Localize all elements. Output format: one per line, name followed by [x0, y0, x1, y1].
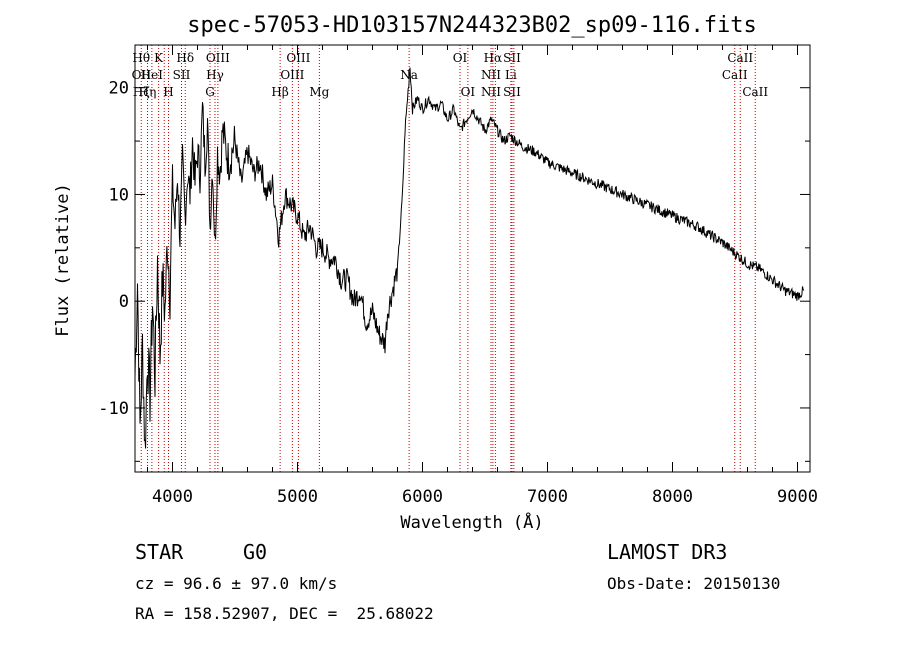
plot-frame	[134, 44, 811, 473]
obs-date-text: Obs-Date: 20150130	[607, 574, 781, 593]
line-marker-label: OI	[461, 85, 476, 99]
y-tick-label: 0	[119, 292, 129, 312]
line-marker-label: CaII	[742, 85, 768, 99]
line-marker-label: Hζ	[133, 85, 150, 99]
axis-ticks: 4000 5000 6000 7000 8000 9000 -10 0 10 20	[98, 45, 818, 507]
x-tick-label: 6000	[402, 487, 443, 507]
line-marker-label: OI	[453, 51, 468, 65]
line-marker-label: CaII	[722, 68, 748, 82]
x-tick-label: 4000	[152, 487, 193, 507]
line-marker-label: NII	[481, 68, 501, 82]
line-marker-label: OII	[132, 68, 152, 82]
x-axis-label: Wavelength (Å)	[400, 511, 543, 533]
line-marker-label: SII	[503, 51, 521, 65]
x-tick-label: 9000	[777, 487, 818, 507]
redshift-text: cz = 96.6 ± 97.0 km/s	[135, 574, 338, 593]
y-tick-label: 20	[109, 79, 129, 99]
line-marker-label: OIII	[286, 51, 310, 65]
survey-name: LAMOST DR3	[607, 540, 728, 564]
line-marker-label: OIII	[280, 68, 304, 82]
line-markers: HθOIIHζHηHeIKHSIIHδGHγOIIIHβOIIIOIIIMgNa…	[132, 45, 768, 472]
line-marker-label: K	[154, 51, 164, 65]
line-marker-label: H	[163, 85, 173, 99]
line-marker-label: Hγ	[206, 68, 224, 82]
line-marker-label: CaII	[727, 51, 753, 65]
line-marker-label: NII	[481, 85, 501, 99]
x-tick-label: 8000	[652, 487, 693, 507]
line-marker-label: OIII	[206, 51, 230, 65]
line-marker-label: Hβ	[271, 85, 288, 99]
y-tick-label: -10	[98, 399, 129, 419]
line-marker-label: Hθ	[132, 51, 150, 65]
object-subclass: G0	[243, 540, 268, 564]
chart-title: spec-57053-HD103157N244323B02_sp09-116.f…	[187, 13, 757, 38]
line-marker-label: G	[205, 85, 215, 99]
line-marker-label: Hη	[139, 85, 157, 99]
series-layer	[134, 67, 805, 449]
x-tick-label: 5000	[277, 487, 318, 507]
line-marker-label: SII	[503, 85, 521, 99]
x-tick-label: 7000	[527, 487, 568, 507]
line-marker-label: Mg	[309, 85, 329, 99]
coordinates-text: RA = 158.52907, DEC = 25.68022	[135, 604, 434, 623]
line-marker-label: HeI	[141, 68, 164, 82]
object-class: STAR	[135, 540, 184, 564]
line-marker-label: SII	[173, 68, 191, 82]
y-tick-label: 10	[109, 185, 129, 205]
spectrum-line	[134, 67, 805, 449]
line-marker-label: Hα	[484, 51, 503, 65]
line-marker-label: Hδ	[176, 51, 194, 65]
y-axis-label: Flux (relative)	[53, 183, 73, 337]
line-marker-label: Li	[505, 68, 517, 82]
